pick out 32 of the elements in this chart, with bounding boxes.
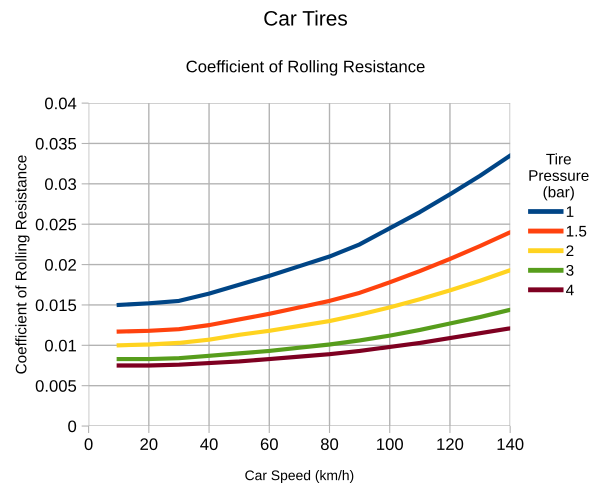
y-tick-label: 0.035	[36, 138, 76, 150]
y-tick-label: 0.005	[36, 380, 76, 392]
y-tick-label: 0.03	[45, 178, 76, 190]
line-series	[116, 154, 510, 308]
x-tick-label: 0	[84, 438, 93, 450]
legend-label: 2	[566, 245, 574, 256]
x-tick-label: 120	[437, 438, 464, 450]
line-series	[116, 326, 510, 368]
y-tick-label: 0.04	[45, 98, 76, 110]
legend-label: 1.5	[566, 226, 586, 237]
y-tick-label: 0.025	[36, 218, 76, 230]
line-series	[116, 268, 510, 348]
x-tick-label: 100	[377, 438, 403, 450]
y-tick-label: 0.015	[36, 299, 76, 312]
y-tick-label: 0.02	[45, 258, 76, 271]
x-tick-label: 80	[320, 438, 338, 450]
legend-label: 1	[566, 206, 574, 217]
x-tick-label: 140	[498, 438, 524, 450]
legend-title: Tire Pressure (bar)	[529, 153, 589, 200]
legend-label: 4	[566, 284, 574, 296]
x-tick-label: 60	[260, 438, 278, 450]
line-series	[116, 308, 510, 362]
line-series	[116, 230, 510, 334]
x-tick-label: 20	[140, 438, 158, 450]
x-tick-label: 40	[200, 438, 218, 450]
x-axis-title: Car Speed (km/h)	[245, 470, 354, 483]
legend-label: 3	[566, 264, 574, 276]
y-tick-label: 0.01	[45, 340, 76, 352]
y-axis-title: Coefficient of Rolling Resistance	[15, 155, 30, 374]
chart-subtitle: Coefficient of Rolling Resistance	[186, 60, 425, 76]
y-tick-label: 0	[68, 420, 76, 432]
chart-title: Car Tires	[264, 10, 348, 26]
